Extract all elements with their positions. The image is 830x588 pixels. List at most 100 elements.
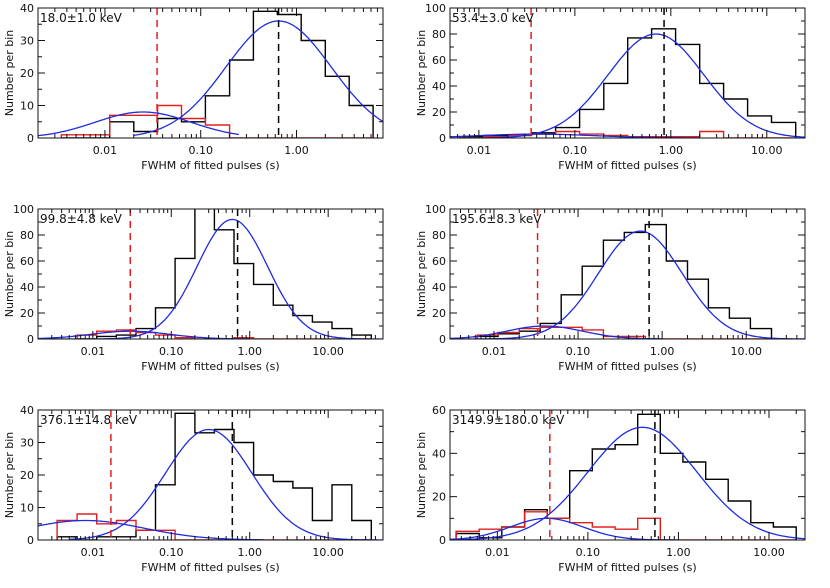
long-pulse-histogram — [77, 209, 372, 339]
y-tick-label: 60 — [432, 54, 446, 67]
energy-band-label: 18.0±1.0 keV — [40, 11, 123, 25]
long-pulse-histogram — [61, 10, 374, 138]
y-tick-label: 60 — [20, 255, 34, 268]
x-tick-label: 0.01 — [81, 345, 106, 358]
y-tick-label: 100 — [425, 2, 446, 15]
x-tick-label: 0.10 — [159, 546, 184, 559]
plot-area — [38, 410, 383, 540]
x-tick-label: 10.00 — [730, 345, 762, 358]
x-tick-label: 1.00 — [666, 546, 691, 559]
x-tick-label: 10.00 — [753, 546, 785, 559]
x-tick-label: 10.00 — [312, 546, 344, 559]
y-tick-label: 60 — [432, 404, 446, 417]
y-axis-title: Number per bin — [3, 30, 16, 116]
energy-band-label: 195.6±8.3 keV — [452, 212, 542, 226]
x-tick-label: 0.10 — [159, 345, 184, 358]
y-tick-label: 20 — [20, 67, 34, 80]
long-pulse-fit-curve — [450, 33, 805, 138]
long-pulse-fit-curve — [450, 230, 805, 339]
plot-frame — [449, 208, 806, 340]
y-tick-label: 0 — [27, 132, 34, 145]
x-tick-label: 0.10 — [576, 546, 601, 559]
y-tick-label: 10 — [20, 502, 34, 515]
y-tick-label: 20 — [20, 307, 34, 320]
x-tick-label: 0.10 — [188, 144, 213, 157]
y-tick-label: 80 — [432, 28, 446, 41]
y-tick-label: 40 — [432, 80, 446, 93]
y-tick-label: 0 — [27, 333, 34, 346]
y-tick-label: 60 — [432, 255, 446, 268]
y-tick-label: 10 — [20, 100, 34, 113]
long-pulse-histogram — [476, 223, 773, 339]
long-pulse-fit-curve — [450, 426, 805, 540]
x-tick-label: 0.01 — [485, 546, 510, 559]
long-pulse-fit-curve — [69, 428, 383, 540]
short-pulse-histogram — [455, 511, 797, 540]
energy-band-label: 99.8±4.8 keV — [40, 212, 123, 226]
y-axis-title: Number per bin — [3, 231, 16, 317]
y-tick-label: 30 — [20, 35, 34, 48]
y-tick-label: 80 — [432, 229, 446, 242]
x-tick-label: 1.00 — [237, 345, 262, 358]
y-tick-label: 80 — [20, 229, 34, 242]
y-tick-label: 40 — [432, 281, 446, 294]
y-tick-label: 40 — [20, 404, 34, 417]
y-tick-label: 20 — [432, 491, 446, 504]
short-pulse-fit-curve — [38, 111, 239, 137]
x-tick-label: 0.01 — [93, 144, 118, 157]
energy-band-label: 3149.9±180.0 keV — [452, 413, 565, 427]
y-tick-label: 40 — [20, 2, 34, 15]
long-pulse-histogram — [56, 412, 372, 540]
short-pulse-fit-curve — [38, 330, 250, 339]
plot-frame — [449, 409, 806, 541]
plot-area — [450, 209, 805, 339]
y-tick-label: 40 — [432, 447, 446, 460]
energy-band-label: 53.4±3.0 keV — [452, 11, 535, 25]
x-tick-label: 1.00 — [237, 546, 262, 559]
long-pulse-histogram — [458, 28, 797, 138]
x-tick-label: 1.00 — [650, 345, 675, 358]
plot-area — [38, 8, 383, 138]
x-tick-label: 0.01 — [467, 144, 492, 157]
long-pulse-fit-curve — [133, 20, 383, 136]
x-tick-label: 0.10 — [563, 144, 588, 157]
plot-frame — [37, 208, 384, 340]
y-axis-title: Number per bin — [415, 432, 428, 518]
y-tick-label: 0 — [439, 534, 446, 547]
y-axis-title: Number per bin — [415, 30, 428, 116]
plot-area — [450, 8, 805, 138]
y-tick-label: 0 — [439, 132, 446, 145]
x-tick-label: 1.00 — [284, 144, 309, 157]
y-tick-label: 30 — [20, 437, 34, 450]
panel-e: 0.01 0.10 1.00 10.00 0 10 20 30 40 FWHM of fitted… — [3, 404, 384, 574]
panel-a: 0.01 0.10 1.00 0 10 20 30 40 FWHM of fitted puls… — [3, 2, 384, 172]
panel-c: 0.01 0.10 1.00 10.00 0 20 40 60 80 100 FWHM of fit… — [3, 203, 384, 373]
y-tick-label: 40 — [20, 281, 34, 294]
y-tick-label: 0 — [27, 534, 34, 547]
short-pulse-histogram — [476, 326, 772, 339]
long-pulse-fit-curve — [38, 218, 383, 339]
x-tick-label: 0.01 — [81, 546, 106, 559]
energy-band-label: 376.1±14.8 keV — [40, 413, 138, 427]
x-axis-title: FWHM of fitted pulses (s) — [558, 159, 696, 172]
y-tick-label: 0 — [439, 333, 446, 346]
x-tick-label: 0.10 — [566, 345, 591, 358]
y-tick-label: 100 — [425, 203, 446, 216]
y-axis-title: Number per bin — [3, 432, 16, 518]
short-pulse-histogram — [56, 513, 372, 540]
y-tick-label: 20 — [20, 469, 34, 482]
short-pulse-fit-curve — [450, 517, 679, 540]
y-tick-label: 20 — [432, 106, 446, 119]
x-axis-title: FWHM of fitted pulses (s) — [141, 360, 279, 373]
plot-frame — [37, 7, 384, 139]
plot-area — [38, 209, 383, 339]
x-tick-label: 0.01 — [482, 345, 507, 358]
x-axis-title: FWHM of fitted pulses (s) — [558, 360, 696, 373]
panel-b: 0.01 0.10 1.00 10.00 0 20 40 60 80 100 FWHM of fit… — [415, 2, 806, 172]
y-tick-label: 100 — [13, 203, 34, 216]
x-tick-label: 1.00 — [659, 144, 684, 157]
x-axis-title: FWHM of fitted pulses (s) — [558, 561, 696, 574]
x-tick-label: 10.00 — [312, 345, 344, 358]
panel-d: 0.01 0.10 1.00 10.00 0 20 40 60 80 100 FWHM of fit… — [415, 203, 806, 373]
